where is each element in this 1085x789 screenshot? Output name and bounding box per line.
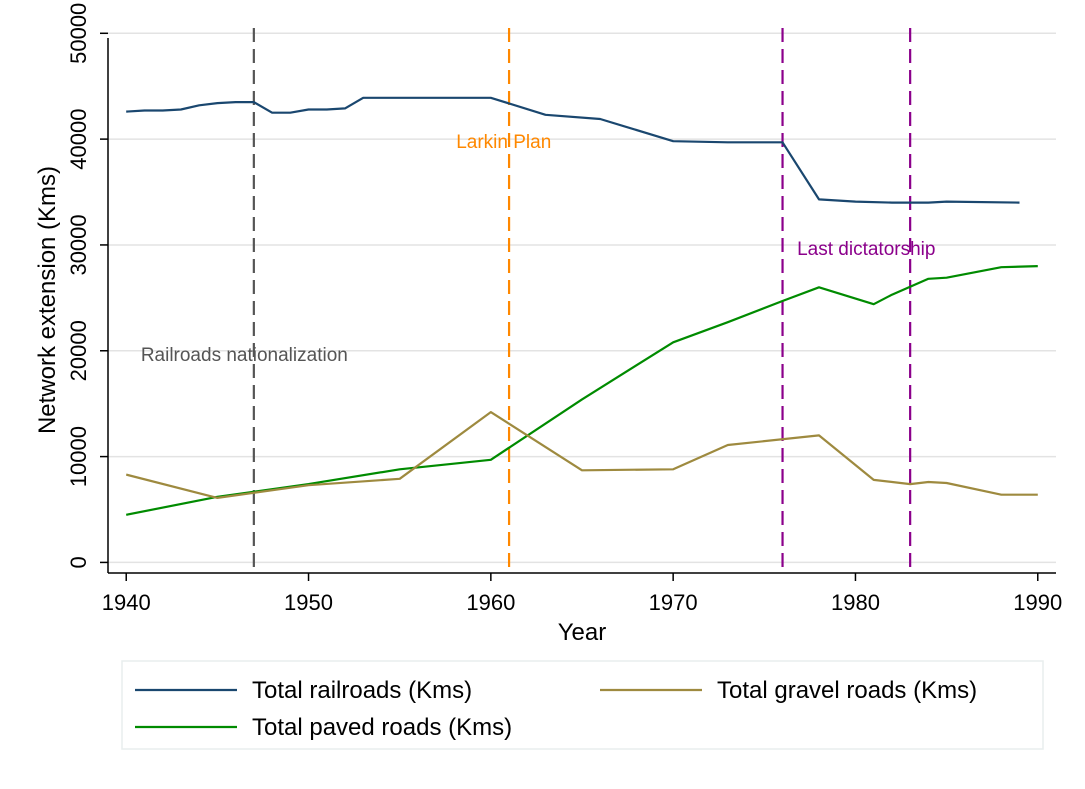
event-label: Last dictatorship [797, 239, 935, 260]
x-axis-title: Year [558, 619, 607, 646]
series-line [126, 96, 1020, 204]
legend-label: Total paved roads (Kms) [252, 714, 512, 741]
legend-box [121, 660, 1044, 750]
gridlines [108, 32, 1056, 564]
legend: Total railroads (Kms) Total paved roads (… [121, 660, 1044, 750]
axes: 0 10000 20000 30000 40000 50000 1940 1950 1960 19… [66, 3, 1062, 615]
legend-label: Total gravel roads (Kms) [717, 677, 977, 704]
x-tick-label: 1980 [831, 590, 880, 615]
series-lines [125, 96, 1038, 516]
event-annotations: Railroads nationalization Larkin Plan Last… [141, 132, 936, 366]
event-lines [252, 28, 912, 573]
x-tick-label: 1940 [102, 590, 151, 615]
series-line [125, 411, 1038, 499]
x-tick-label: 1970 [649, 590, 698, 615]
y-tick-label: 10000 [66, 426, 91, 487]
x-tick-label: 1960 [466, 590, 515, 615]
event-label: Larkin Plan [456, 132, 551, 153]
x-tick-label: 1950 [284, 590, 333, 615]
y-tick-label: 0 [66, 556, 91, 568]
legend-label: Total railroads (Kms) [252, 677, 472, 704]
y-tick-label: 20000 [66, 320, 91, 381]
y-tick-label: 30000 [66, 214, 91, 275]
event-label: Railroads nationalization [141, 345, 348, 366]
y-tick-label: 50000 [66, 3, 91, 64]
y-axis-title: Network extension (Kms) [34, 166, 61, 434]
x-tick-label: 1990 [1013, 590, 1062, 615]
series-line [125, 265, 1038, 516]
y-tick-label: 40000 [66, 109, 91, 170]
